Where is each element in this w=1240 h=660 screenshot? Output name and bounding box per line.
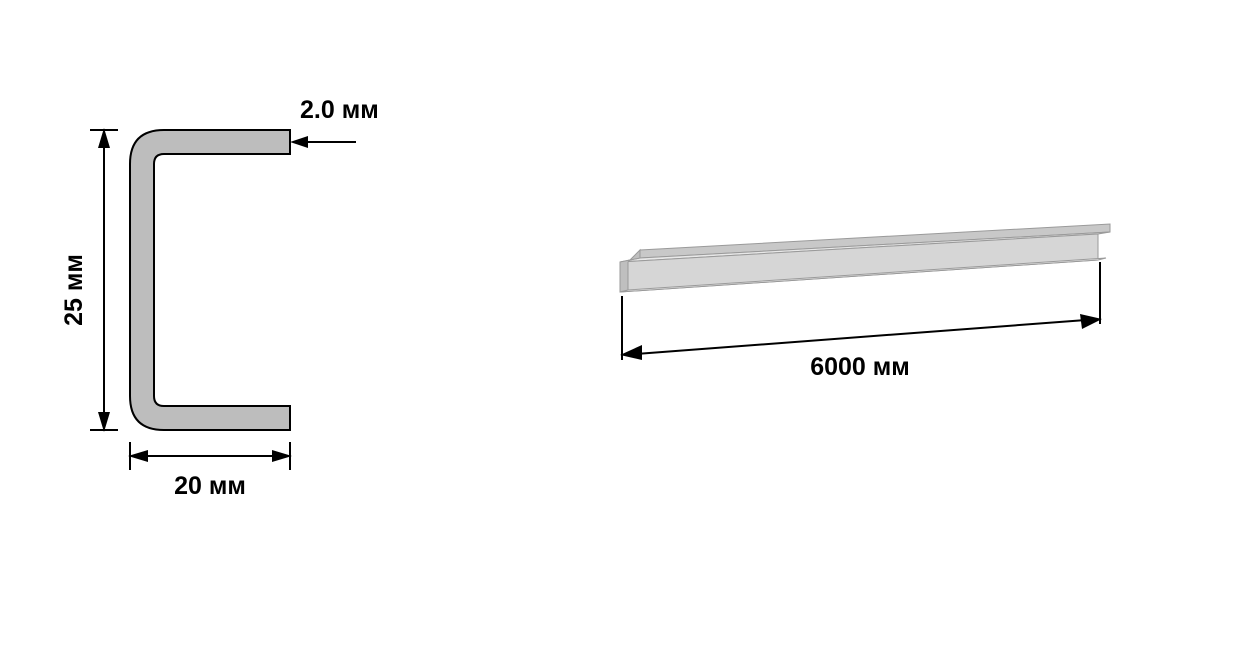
length-view-group: 6000 мм xyxy=(620,224,1110,381)
technical-drawing: 2.0 мм 25 мм 20 мм xyxy=(0,0,1240,660)
cross-section-group: 2.0 мм 25 мм 20 мм xyxy=(60,96,379,500)
height-label: 25 мм xyxy=(60,254,88,326)
width-label: 20 мм xyxy=(174,472,246,500)
thickness-label: 2.0 мм xyxy=(300,96,379,124)
width-dimension: 20 мм xyxy=(128,442,292,500)
c-profile-shape xyxy=(130,130,290,430)
length-label: 6000 мм xyxy=(810,353,910,381)
height-dimension: 25 мм xyxy=(60,128,118,432)
thickness-dimension: 2.0 мм xyxy=(290,96,379,148)
